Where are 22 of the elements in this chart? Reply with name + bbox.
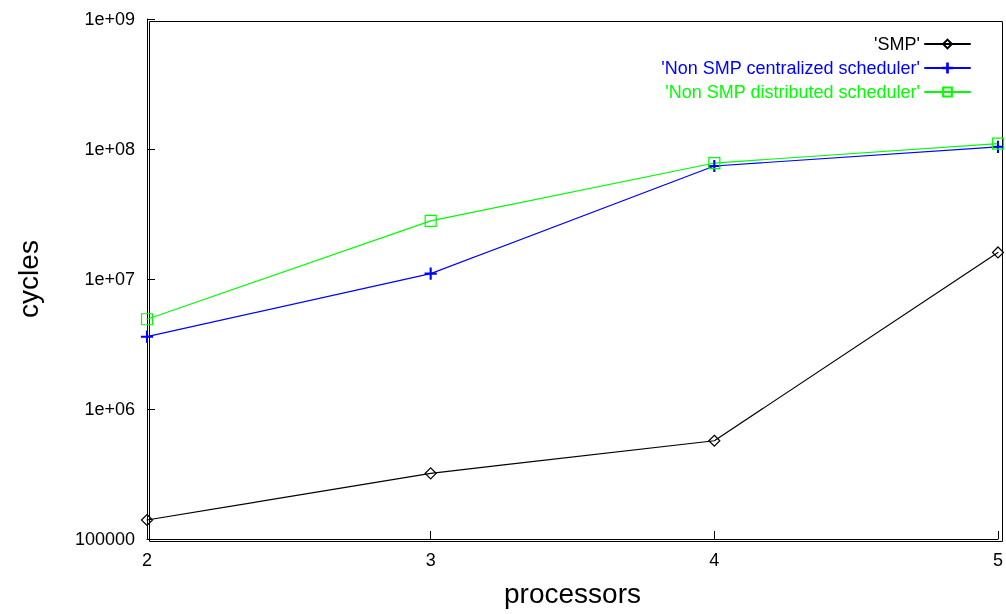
y-tick-label: 1e+09 [84,9,135,29]
y-tick-label: 1e+08 [84,139,135,159]
legend-label: 'Non SMP centralized scheduler' [661,58,920,78]
point [424,467,437,480]
point [424,267,437,280]
point [991,246,1005,259]
y-tick-label: 1e+06 [84,399,135,419]
legend-label: 'Non SMP distributed scheduler' [665,82,920,102]
x-tick-label: 2 [141,550,153,570]
point [140,313,154,326]
legend-label: 'SMP' [874,34,920,54]
point [140,513,154,527]
x-tick-label: 4 [709,550,720,570]
point [708,434,721,447]
y-tick-label: 1e+07 [84,269,135,289]
x-axis-title: processors [504,577,641,609]
y-tick-label: 100000 [74,529,135,549]
x-tick-label: 3 [425,550,436,570]
point [424,214,437,227]
point [140,330,154,343]
x-tick-label: 5 [992,550,1003,570]
y-axis-title: cycles [12,240,44,318]
